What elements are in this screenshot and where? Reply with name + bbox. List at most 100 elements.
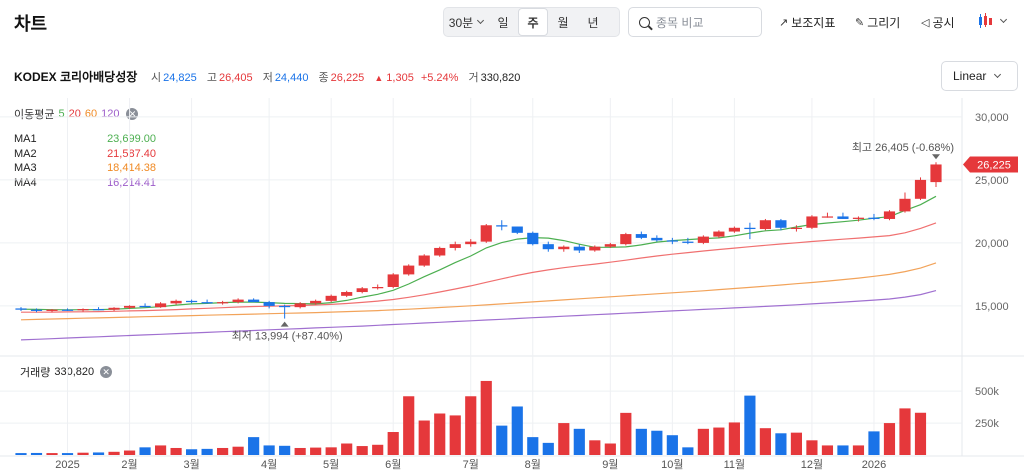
candle-body [620, 234, 632, 245]
candle-body [15, 308, 27, 310]
volume-bar [449, 415, 461, 455]
volume-bar [775, 433, 787, 455]
volume-bar [899, 408, 911, 455]
candle-body [697, 236, 709, 243]
candle-body [434, 247, 446, 256]
draw-label: 그리기 [867, 16, 901, 30]
period-week-button[interactable]: 주 [518, 8, 548, 36]
volume-bar [30, 452, 43, 455]
close-value: 26,225 [330, 72, 365, 84]
volume-bar [418, 420, 430, 455]
time-tick-label: 4월 [261, 458, 277, 471]
time-tick-label: 10월 [661, 458, 683, 471]
draw-button[interactable]: ✎ 그리기 [855, 14, 900, 31]
period-year-button[interactable]: 년 [587, 15, 599, 30]
volume-bar [170, 447, 182, 455]
chart-type-dropdown[interactable] [978, 13, 1008, 29]
volume-bar [248, 437, 260, 455]
candle-body [775, 220, 787, 228]
candle-body [914, 179, 927, 199]
scale-select[interactable]: Linear [941, 61, 1018, 91]
period-month-button[interactable]: 월 [557, 15, 569, 30]
high-marker [932, 154, 940, 160]
period-day-button[interactable]: 일 [497, 15, 509, 30]
volume-bar [620, 412, 632, 455]
volume-bar [356, 446, 368, 455]
candle-body [465, 241, 477, 245]
indicator-button[interactable]: ↗ 보조지표 [779, 14, 835, 31]
volume-bar [139, 447, 151, 455]
volume-bar [123, 450, 136, 455]
candle-body [372, 287, 384, 289]
candle-body [883, 211, 896, 219]
ma-row: MA3 18,414.38 [14, 161, 156, 176]
volume-bar [186, 449, 198, 455]
ma-value: 18,414.38 [107, 162, 156, 174]
candle-body [449, 244, 461, 248]
candle-body [759, 220, 771, 230]
candle-body [527, 232, 539, 245]
price-tick-label: 30,000 [975, 112, 1009, 124]
candle-body [604, 244, 616, 247]
indicator-icon: ↗ [779, 17, 789, 29]
volume-bar [542, 442, 554, 455]
candle-body [837, 216, 849, 219]
time-tick-label: 3월 [183, 458, 199, 471]
price-tick-label: 15,000 [975, 301, 1009, 313]
volume-bar [744, 395, 756, 455]
candle-body [248, 299, 260, 303]
price-tick-label: 25,000 [975, 175, 1009, 187]
candle-body [123, 305, 136, 308]
volume-bar [465, 396, 477, 455]
time-tick-label: 12월 [801, 458, 823, 471]
volume-bar [325, 447, 337, 455]
volume-bar [372, 444, 384, 455]
candle-body [201, 302, 213, 304]
volume-bar [682, 447, 694, 455]
volume-bar [480, 380, 492, 455]
ma-legend-label: 이동평균 [14, 109, 55, 121]
compare-search-input[interactable]: 종목 비교 [628, 7, 762, 37]
volume-bar [217, 447, 229, 455]
candle-body [263, 302, 275, 306]
close-icon[interactable]: ✕ [100, 366, 113, 378]
ma1-line [20, 195, 937, 311]
low-annotation: 최저 13,994 (+87.40%) [232, 330, 343, 343]
volume-bar [868, 431, 880, 455]
ma-row: MA1 23,699.00 [14, 132, 156, 147]
high-value: 26,405 [218, 72, 253, 84]
volume-bar [61, 453, 74, 455]
volume-bar [387, 432, 399, 455]
header-bar: 차트 30분 일 주 월 년 종목 비교 ↗ 보조지표 ✎ 그리기 ◁ 공시 [0, 0, 1024, 44]
candle-body [108, 307, 120, 310]
ma-name: MA2 [14, 147, 37, 160]
volume-label: 거 [468, 72, 479, 84]
volume-bar [527, 437, 539, 455]
volume-bar [279, 445, 291, 455]
period-30min-dropdown[interactable]: 30분 [444, 8, 488, 36]
volume-bar [821, 445, 834, 455]
candle-body [418, 255, 430, 266]
volume-bar [589, 440, 601, 455]
disclosure-button[interactable]: ◁ 공시 [921, 14, 955, 31]
time-tick-label: 2026 [862, 459, 886, 471]
volume-bar [666, 435, 678, 455]
volume-tick-label: 250k [975, 418, 999, 430]
candle-body [496, 225, 508, 227]
ma-row: MA2 21,587.40 [14, 147, 156, 162]
candle-body [387, 274, 399, 287]
ma-name: MA1 [14, 133, 37, 145]
volume-bar [635, 428, 647, 455]
volume-bar [310, 447, 322, 455]
volume-bar [790, 432, 803, 455]
volume-bar [728, 422, 740, 455]
candle-body [852, 217, 865, 219]
candle-body [589, 246, 601, 251]
candle-body [558, 246, 570, 250]
candle-body [480, 225, 492, 242]
volume-bar [403, 396, 415, 455]
current-price-label: 26,225 [977, 159, 1011, 171]
candle-body [744, 227, 756, 230]
